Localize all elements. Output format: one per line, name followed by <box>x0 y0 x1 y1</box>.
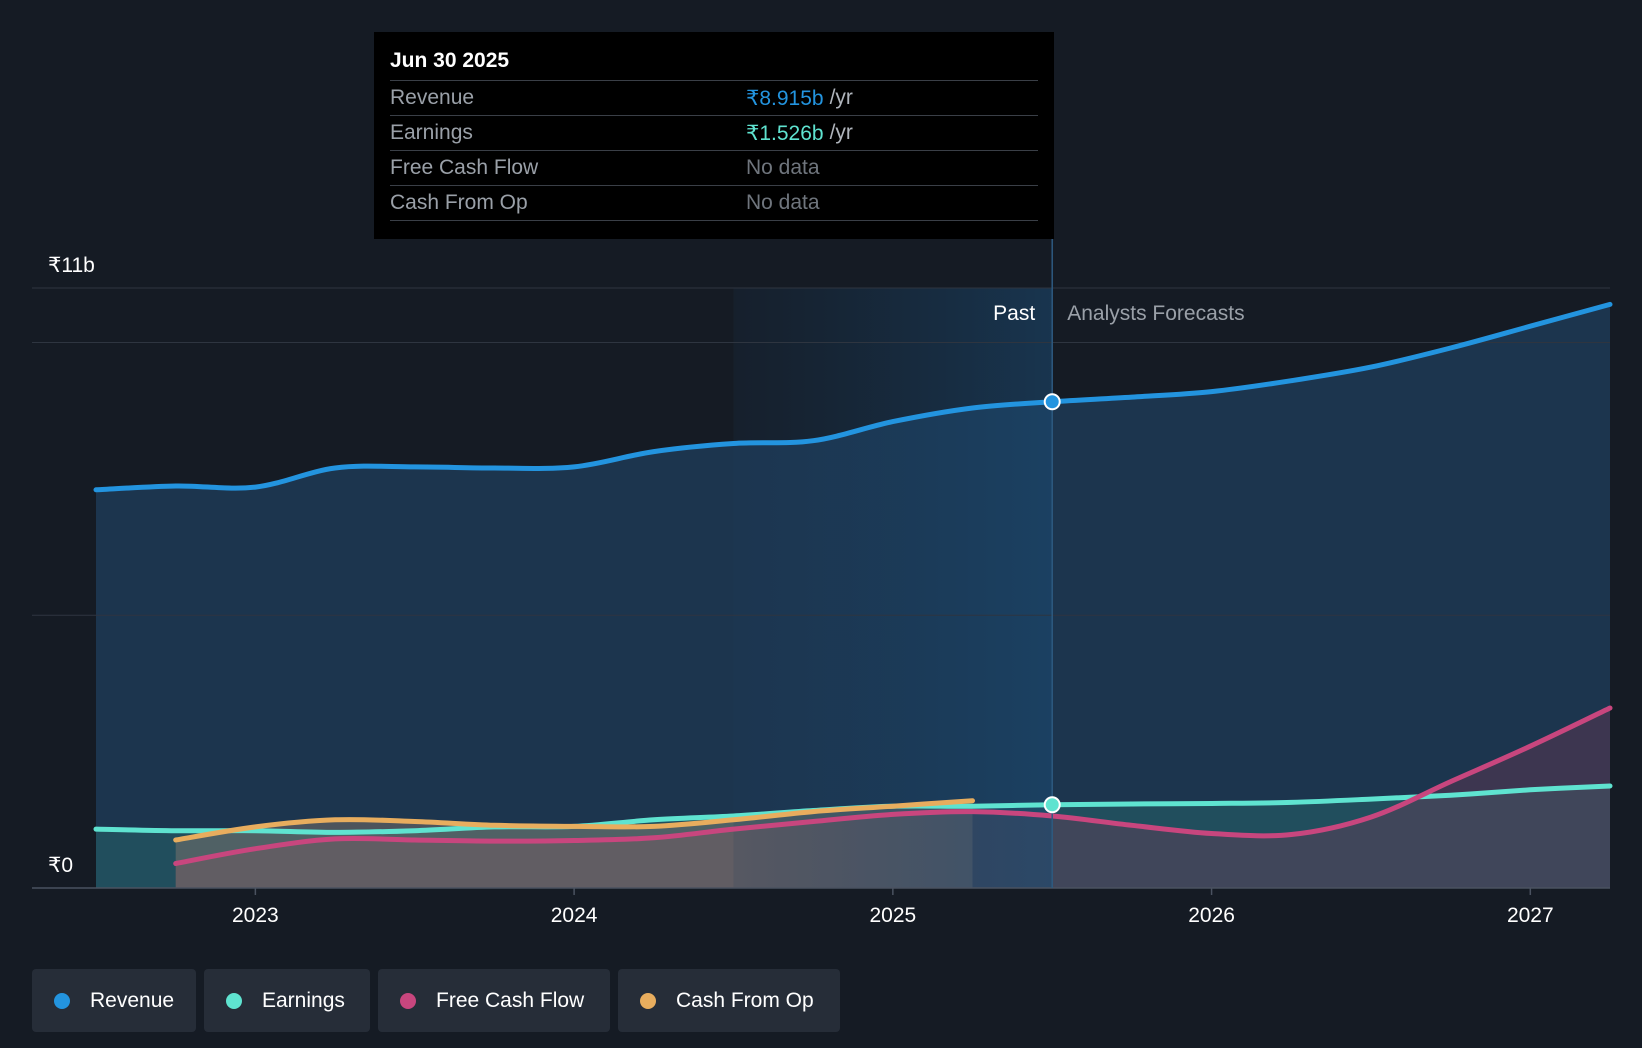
marker-revenue <box>1043 393 1061 411</box>
line-free-cash-flow <box>173 705 1613 866</box>
x-tick-label: 2026 <box>1188 904 1235 927</box>
tooltip-label: Cash From Op <box>390 191 528 214</box>
legend-item-free-cash-flow[interactable]: Free Cash Flow <box>378 969 610 1032</box>
x-tick-label: 2027 <box>1507 904 1554 927</box>
y-axis-top-label: ₹11b <box>48 254 95 277</box>
x-tick-label: 2025 <box>869 904 916 927</box>
legend-dot-icon <box>226 992 242 1009</box>
past-highlight-band <box>733 288 1053 888</box>
tooltip-label: Earnings <box>390 121 473 144</box>
legend-label: Earnings <box>262 988 345 1012</box>
legend-dot-icon <box>640 992 656 1009</box>
line-revenue <box>93 301 1613 493</box>
tooltip-row-cash-from-op: Cash From Op No data <box>390 185 1038 221</box>
tooltip-value: ₹1.526b <box>746 121 824 145</box>
tooltip-value: No data <box>746 156 820 179</box>
tooltip-value: No data <box>746 191 820 214</box>
tooltip-unit: /yr <box>829 86 853 109</box>
tooltip-label: Free Cash Flow <box>390 156 539 179</box>
legend-item-cash-from-op[interactable]: Cash From Op <box>618 969 840 1032</box>
tooltip-row-free-cash-flow: Free Cash Flow No data <box>390 150 1038 185</box>
tooltip: Jun 30 2025 Revenue ₹8.915b /yr Earnings… <box>374 32 1054 239</box>
x-tick-label: 2024 <box>551 904 598 927</box>
legend-item-earnings[interactable]: Earnings <box>204 969 370 1032</box>
legend-label: Free Cash Flow <box>436 988 585 1012</box>
tooltip-row-revenue: Revenue ₹8.915b /yr <box>390 80 1038 115</box>
tooltip-date: Jun 30 2025 <box>390 49 510 72</box>
forecast-label: Analysts Forecasts <box>1067 302 1244 325</box>
tooltip-value: ₹8.915b <box>746 86 824 110</box>
tooltip-row-earnings: Earnings ₹1.526b /yr <box>390 115 1038 150</box>
past-label: Past <box>993 302 1035 325</box>
tooltip-unit: /yr <box>829 121 853 144</box>
line-cash-from-op <box>173 798 975 843</box>
legend-item-revenue[interactable]: Revenue <box>32 969 196 1032</box>
x-tick-label: 2023 <box>232 904 279 927</box>
legend-dot-icon <box>54 992 70 1009</box>
y-axis-bottom-label: ₹0 <box>48 854 73 877</box>
legend-label: Revenue <box>90 988 175 1012</box>
legend-dot-icon <box>400 992 416 1009</box>
marker-earnings <box>1043 796 1061 814</box>
tooltip-label: Revenue <box>390 86 475 109</box>
legend-label: Cash From Op <box>676 988 814 1012</box>
